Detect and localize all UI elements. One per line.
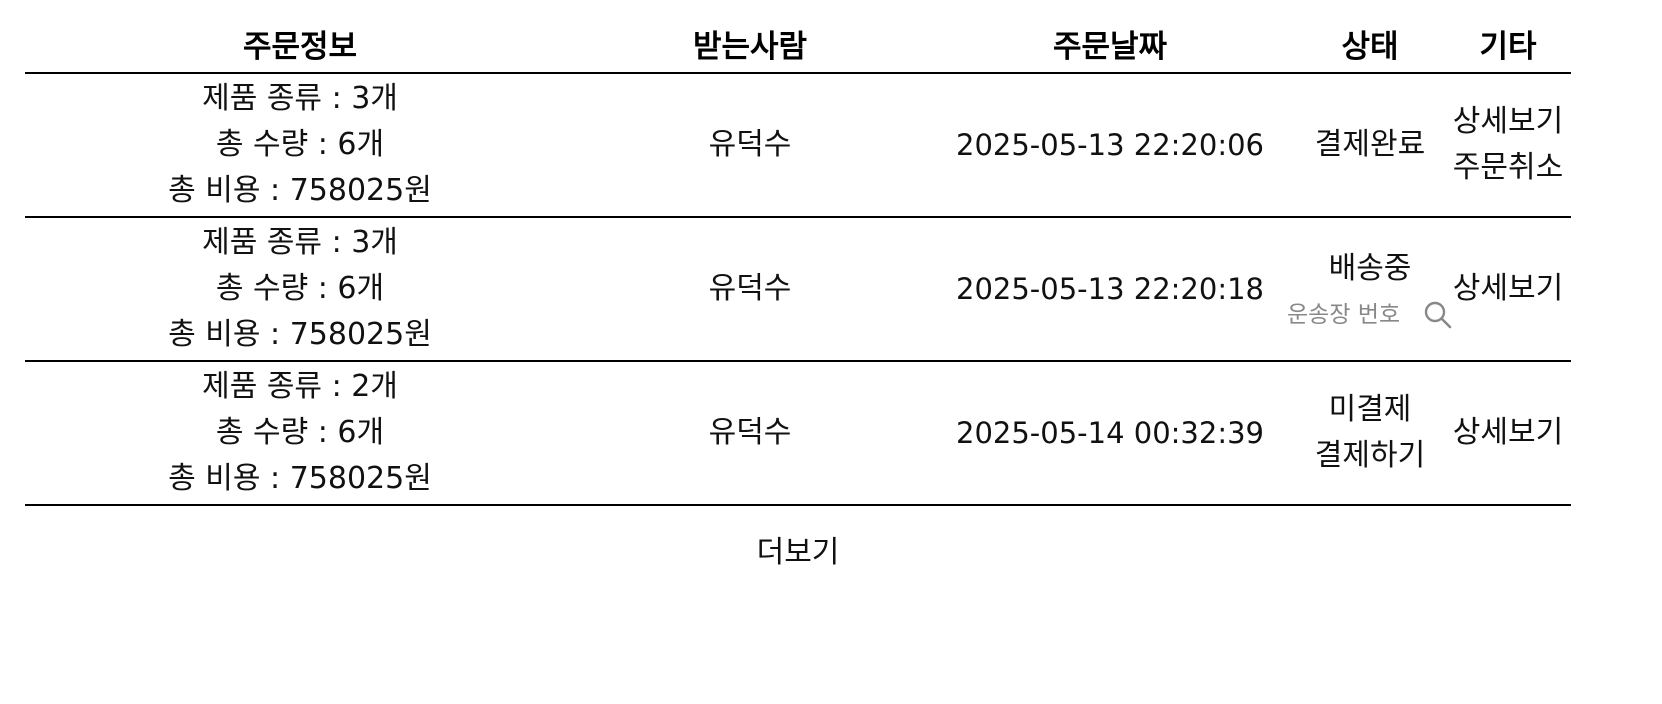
header-order-info: 주문정보 <box>242 29 358 65</box>
product-kinds: 제품 종류 : 3개 <box>202 225 398 260</box>
table-header-row: 주문정보 받는사람 주문날짜 상태 기타 <box>25 26 1571 74</box>
recipient-name: 유덕수 <box>708 271 792 306</box>
total-cost: 총 비용 : 758025원 <box>168 461 432 496</box>
header-recipient: 받는사람 <box>692 29 808 65</box>
tracking-number-input[interactable] <box>1287 302 1419 328</box>
recipient-cell: 유덕수 <box>575 410 925 456</box>
order-row: 제품 종류 : 3개 총 수량 : 6개 총 비용 : 758025원 유덕수 … <box>25 74 1571 218</box>
header-status: 상태 <box>1341 29 1399 65</box>
total-cost: 총 비용 : 758025원 <box>168 317 432 352</box>
detail-link[interactable]: 상세보기 <box>1452 415 1564 450</box>
order-date-cell: 2025-05-13 22:20:06 <box>925 122 1295 168</box>
actions-cell: 상세보기 주문취소 <box>1445 99 1571 191</box>
recipient-name: 유덕수 <box>708 415 792 450</box>
recipient-name: 유덕수 <box>708 127 792 162</box>
order-info-cell: 제품 종류 : 3개 총 수량 : 6개 총 비용 : 758025원 <box>25 76 575 214</box>
order-date-cell: 2025-05-13 22:20:18 <box>925 266 1295 312</box>
status-cell: 미결제 결제하기 <box>1295 387 1445 479</box>
recipient-cell: 유덕수 <box>575 122 925 168</box>
status-cell: 배송중 <box>1287 246 1452 332</box>
order-date-cell: 2025-05-14 00:32:39 <box>925 410 1295 456</box>
recipient-cell: 유덕수 <box>575 266 925 312</box>
actions-cell: 상세보기 <box>1445 266 1571 312</box>
header-order-date: 주문날짜 <box>1052 29 1168 65</box>
order-date: 2025-05-13 22:20:06 <box>956 128 1264 162</box>
product-kinds: 제품 종류 : 3개 <box>202 81 398 116</box>
order-row: 제품 종류 : 3개 총 수량 : 6개 총 비용 : 758025원 유덕수 … <box>25 218 1571 362</box>
load-more-button[interactable]: 더보기 <box>756 535 840 570</box>
total-quantity: 총 수량 : 6개 <box>215 271 385 306</box>
total-cost: 총 비용 : 758025원 <box>168 173 432 208</box>
actions-cell: 상세보기 <box>1445 410 1571 456</box>
cancel-order-link[interactable]: 주문취소 <box>1452 150 1564 185</box>
total-quantity: 총 수량 : 6개 <box>215 127 385 162</box>
detail-link[interactable]: 상세보기 <box>1452 104 1564 139</box>
order-table: 주문정보 받는사람 주문날짜 상태 기타 제품 종류 : 3개 총 수량 : 6… <box>25 26 1571 570</box>
tracking-search <box>1287 298 1452 332</box>
order-row: 제품 종류 : 2개 총 수량 : 6개 총 비용 : 758025원 유덕수 … <box>25 362 1571 506</box>
load-more: 더보기 <box>25 533 1571 573</box>
status-cell: 결제완료 <box>1295 122 1445 168</box>
order-date: 2025-05-14 00:32:39 <box>956 416 1264 450</box>
order-date: 2025-05-13 22:20:18 <box>956 272 1264 306</box>
search-icon[interactable] <box>1423 298 1453 332</box>
order-info-cell: 제품 종류 : 3개 총 수량 : 6개 총 비용 : 758025원 <box>25 220 575 358</box>
status-text: 미결제 <box>1328 392 1412 427</box>
status-text: 결제완료 <box>1314 127 1426 162</box>
order-info-cell: 제품 종류 : 2개 총 수량 : 6개 총 비용 : 758025원 <box>25 364 575 502</box>
header-etc: 기타 <box>1479 29 1537 65</box>
pay-now-link[interactable]: 결제하기 <box>1314 438 1426 473</box>
total-quantity: 총 수량 : 6개 <box>215 415 385 450</box>
status-text: 배송중 <box>1328 251 1412 286</box>
product-kinds: 제품 종류 : 2개 <box>202 369 398 404</box>
detail-link[interactable]: 상세보기 <box>1452 271 1564 306</box>
